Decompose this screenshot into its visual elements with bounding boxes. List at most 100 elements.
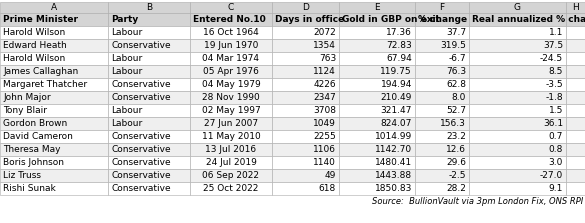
- Text: 25 Oct 2022: 25 Oct 2022: [204, 184, 259, 193]
- Text: Conservative: Conservative: [111, 132, 171, 141]
- Bar: [339, 2, 415, 13]
- Text: 1.5: 1.5: [549, 106, 563, 115]
- Text: Gordon Brown: Gordon Brown: [3, 119, 67, 128]
- Bar: [566, 2, 585, 13]
- Text: -1.8: -1.8: [545, 93, 563, 102]
- Bar: [566, 52, 585, 65]
- Text: G: G: [514, 3, 521, 12]
- Text: 763: 763: [319, 54, 336, 63]
- Text: A: A: [51, 3, 57, 12]
- Text: -24.5: -24.5: [540, 54, 563, 63]
- Text: 28 Nov 1990: 28 Nov 1990: [202, 93, 260, 102]
- Bar: [469, 52, 566, 65]
- Bar: [190, 13, 272, 26]
- Text: Conservative: Conservative: [111, 184, 171, 193]
- Text: 1014.99: 1014.99: [375, 132, 412, 141]
- Bar: [469, 2, 566, 13]
- Text: Tony Blair: Tony Blair: [3, 106, 47, 115]
- Bar: [108, 182, 190, 195]
- Text: 17.36: 17.36: [386, 28, 412, 37]
- Text: James Callaghan: James Callaghan: [3, 67, 78, 76]
- Text: 19 Jun 1970: 19 Jun 1970: [204, 41, 258, 50]
- Text: Harold Wilson: Harold Wilson: [3, 54, 66, 63]
- Bar: [108, 130, 190, 143]
- Bar: [190, 78, 272, 91]
- Bar: [566, 65, 585, 78]
- Bar: [190, 65, 272, 78]
- Bar: [108, 52, 190, 65]
- Bar: [190, 52, 272, 65]
- Text: 618: 618: [319, 184, 336, 193]
- Text: Gold in GBP on exit: Gold in GBP on exit: [342, 15, 440, 24]
- Bar: [469, 169, 566, 182]
- Text: 13 Jul 2016: 13 Jul 2016: [205, 145, 257, 154]
- Bar: [108, 2, 190, 13]
- Text: Days in office: Days in office: [275, 15, 344, 24]
- Bar: [339, 91, 415, 104]
- Bar: [415, 104, 469, 117]
- Bar: [272, 2, 339, 13]
- Text: Labour: Labour: [111, 28, 142, 37]
- Text: 3708: 3708: [313, 106, 336, 115]
- Bar: [108, 13, 190, 26]
- Text: 1124: 1124: [313, 67, 336, 76]
- Bar: [190, 130, 272, 143]
- Text: 05 Apr 1976: 05 Apr 1976: [203, 67, 259, 76]
- Bar: [415, 78, 469, 91]
- Bar: [272, 143, 339, 156]
- Bar: [566, 143, 585, 156]
- Text: 04 Mar 1974: 04 Mar 1974: [202, 54, 260, 63]
- Bar: [108, 91, 190, 104]
- Bar: [415, 156, 469, 169]
- Text: 23.2: 23.2: [446, 132, 466, 141]
- Text: John Major: John Major: [3, 93, 51, 102]
- Text: Rishi Sunak: Rishi Sunak: [3, 184, 56, 193]
- Bar: [469, 156, 566, 169]
- Text: Liz Truss: Liz Truss: [3, 171, 41, 180]
- Text: -3.5: -3.5: [545, 80, 563, 89]
- Bar: [272, 104, 339, 117]
- Bar: [0, 26, 108, 39]
- Bar: [272, 65, 339, 78]
- Bar: [272, 117, 339, 130]
- Bar: [339, 39, 415, 52]
- Text: Prime Minister: Prime Minister: [3, 15, 78, 24]
- Text: 194.94: 194.94: [381, 80, 412, 89]
- Text: 210.49: 210.49: [381, 93, 412, 102]
- Text: % change: % change: [418, 15, 467, 24]
- Text: 3.0: 3.0: [549, 158, 563, 167]
- Bar: [108, 117, 190, 130]
- Bar: [108, 26, 190, 39]
- Text: Conservative: Conservative: [111, 145, 171, 154]
- Bar: [566, 130, 585, 143]
- Text: 16 Oct 1964: 16 Oct 1964: [203, 28, 259, 37]
- Bar: [566, 39, 585, 52]
- Bar: [339, 26, 415, 39]
- Bar: [0, 78, 108, 91]
- Bar: [566, 78, 585, 91]
- Text: Conservative: Conservative: [111, 93, 171, 102]
- Text: Source:  BullionVault via 3pm London Fix, ONS RPI: Source: BullionVault via 3pm London Fix,…: [371, 197, 583, 206]
- Text: 52.7: 52.7: [446, 106, 466, 115]
- Bar: [0, 104, 108, 117]
- Text: Real annualized % change: Real annualized % change: [472, 15, 585, 24]
- Bar: [0, 182, 108, 195]
- Bar: [272, 169, 339, 182]
- Bar: [108, 143, 190, 156]
- Bar: [469, 104, 566, 117]
- Bar: [469, 26, 566, 39]
- Text: Labour: Labour: [111, 106, 142, 115]
- Bar: [272, 26, 339, 39]
- Bar: [272, 52, 339, 65]
- Text: Conservative: Conservative: [111, 41, 171, 50]
- Bar: [469, 182, 566, 195]
- Bar: [566, 104, 585, 117]
- Bar: [469, 117, 566, 130]
- Bar: [0, 13, 108, 26]
- Text: 1850.83: 1850.83: [374, 184, 412, 193]
- Bar: [190, 104, 272, 117]
- Text: Boris Johnson: Boris Johnson: [3, 158, 64, 167]
- Text: 119.75: 119.75: [380, 67, 412, 76]
- Bar: [415, 169, 469, 182]
- Text: 824.07: 824.07: [381, 119, 412, 128]
